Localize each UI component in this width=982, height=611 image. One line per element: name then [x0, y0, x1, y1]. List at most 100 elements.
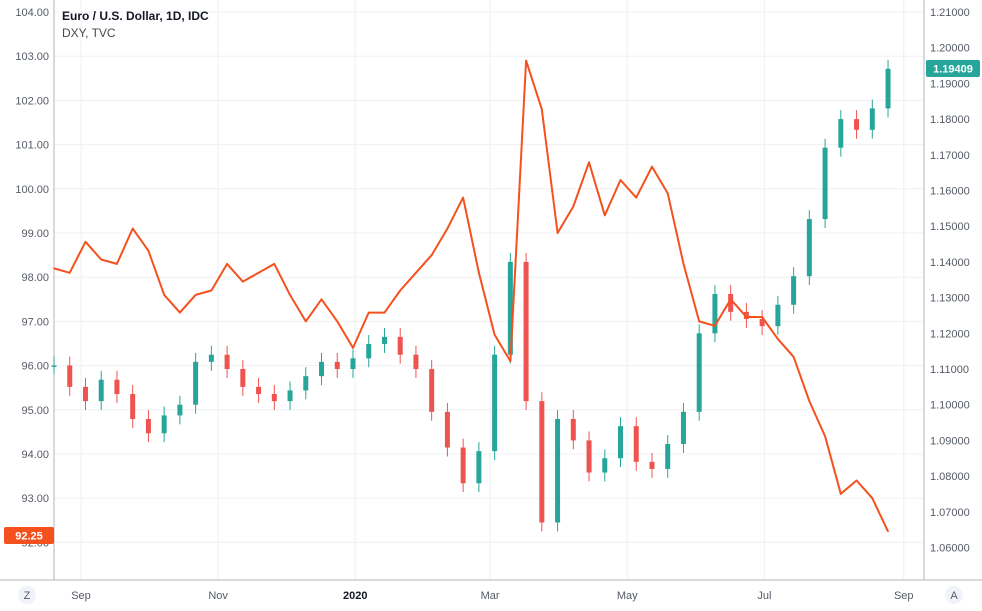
dxy-point [131, 227, 134, 230]
eurusd-candle [806, 219, 812, 277]
dxy-point [572, 205, 575, 208]
legend-subtitle: DXY, TVC [62, 26, 116, 40]
dxy-point [163, 294, 165, 296]
dxy-point [194, 294, 197, 296]
eurusd-candle [712, 294, 718, 334]
x-tick-label: Nov [208, 590, 228, 602]
eurusd-candle [429, 369, 435, 412]
eurusd-candle [256, 386, 262, 394]
eurusd-candle [680, 411, 686, 444]
auto-scale-right-label: A [950, 590, 958, 602]
dxy-point [887, 530, 889, 533]
eurusd-candle [586, 440, 592, 473]
eurusd-candle [287, 390, 293, 402]
eurusd-candle [869, 108, 875, 130]
dxy-point [603, 214, 606, 217]
right-tick-label: 1.18000 [930, 114, 970, 126]
dxy-point [68, 271, 71, 274]
dxy-point [210, 289, 213, 292]
dxy-point [147, 249, 150, 252]
left-tick-label: 93.00 [21, 493, 49, 505]
eurusd-candle [208, 354, 214, 362]
left-tick-label: 101.00 [15, 140, 49, 152]
dxy-point [430, 254, 433, 256]
dxy-point [871, 497, 874, 500]
left-tick-label: 102.00 [15, 95, 49, 107]
right-tick-label: 1.10000 [930, 400, 970, 412]
eurusd-candle [193, 361, 199, 405]
eurusd-candle [413, 354, 419, 369]
dxy-point [745, 316, 748, 318]
eurusd-candle [743, 311, 749, 320]
right-tick-label: 1.12000 [930, 328, 970, 340]
right-price-badge [926, 60, 980, 77]
dxy-point [840, 492, 842, 495]
auto-scale-right-button[interactable] [945, 586, 963, 604]
auto-scale-left-label: Z [24, 590, 31, 602]
eurusd-candle [350, 358, 356, 369]
corner-buttons: Z A [18, 586, 963, 604]
right-tick-label: 1.17000 [930, 150, 970, 162]
right-tick-label: 1.07000 [930, 507, 970, 519]
eurusd-candle [665, 443, 671, 469]
eurusd-candle [381, 336, 387, 345]
dxy-point [273, 263, 276, 265]
eurusd-candle [602, 458, 608, 473]
dxy-point [761, 316, 763, 318]
auto-scale-left-button[interactable] [18, 586, 36, 604]
dxy-point [100, 258, 103, 261]
eurusd-candle [759, 319, 765, 327]
dxy-point [509, 360, 512, 362]
eurusd-candle [696, 333, 702, 412]
axes [0, 0, 982, 581]
dxy-point [367, 311, 370, 314]
left-tick-label: 103.00 [15, 51, 49, 63]
eurusd-candle [838, 119, 844, 148]
dxy-point [682, 263, 685, 265]
eurusd-candle [791, 276, 797, 305]
right-tick-label: 1.20000 [930, 43, 970, 55]
left-price-badge [4, 527, 54, 544]
right-tick-label: 1.06000 [930, 543, 970, 555]
dxy-point [714, 325, 716, 327]
x-tick-label: Mar [481, 590, 500, 602]
dxy-point [855, 479, 858, 482]
right-axis-ticks: 1.21000 1.20000 1.19000 1.18000 1.17000 1.160… [930, 7, 970, 555]
eurusd-candle [397, 336, 403, 355]
eurusd-candle [82, 386, 88, 402]
eurusd-candle [145, 418, 151, 434]
dxy-point [226, 263, 228, 265]
dxy-point [556, 232, 559, 234]
dxy-point [289, 294, 291, 296]
dxy-line [53, 59, 889, 532]
dxy-point [179, 311, 181, 314]
eurusd-candle [728, 294, 734, 312]
eurusd-candle [460, 447, 466, 484]
eurusd-candle [67, 365, 73, 387]
eurusd-candle [224, 354, 230, 369]
dxy-point [493, 333, 496, 336]
right-tick-label: 1.14000 [930, 257, 970, 269]
right-tick-label: 1.19000 [930, 78, 970, 90]
left-tick-label: 94.00 [21, 449, 49, 461]
right-tick-label: 1.08000 [930, 471, 970, 483]
eurusd-candle [618, 426, 624, 459]
eurusd-candle [523, 261, 529, 402]
eurusd-candle [444, 411, 450, 448]
left-tick-label: 98.00 [21, 272, 49, 284]
grid [54, 0, 924, 580]
right-tick-label: 1.11000 [930, 364, 969, 376]
eurusd-candle [775, 304, 781, 327]
eurusd-candle [570, 418, 576, 441]
right-tick-label: 1.16000 [930, 186, 970, 198]
dxy-point [698, 320, 700, 323]
dxy-point [304, 320, 307, 323]
eurusd-candle [177, 404, 183, 416]
eurusd-candle [633, 426, 639, 462]
dxy-point [792, 355, 795, 358]
dxy-point [446, 227, 449, 230]
dxy-point [729, 298, 732, 301]
x-tick-label: May [617, 590, 638, 602]
